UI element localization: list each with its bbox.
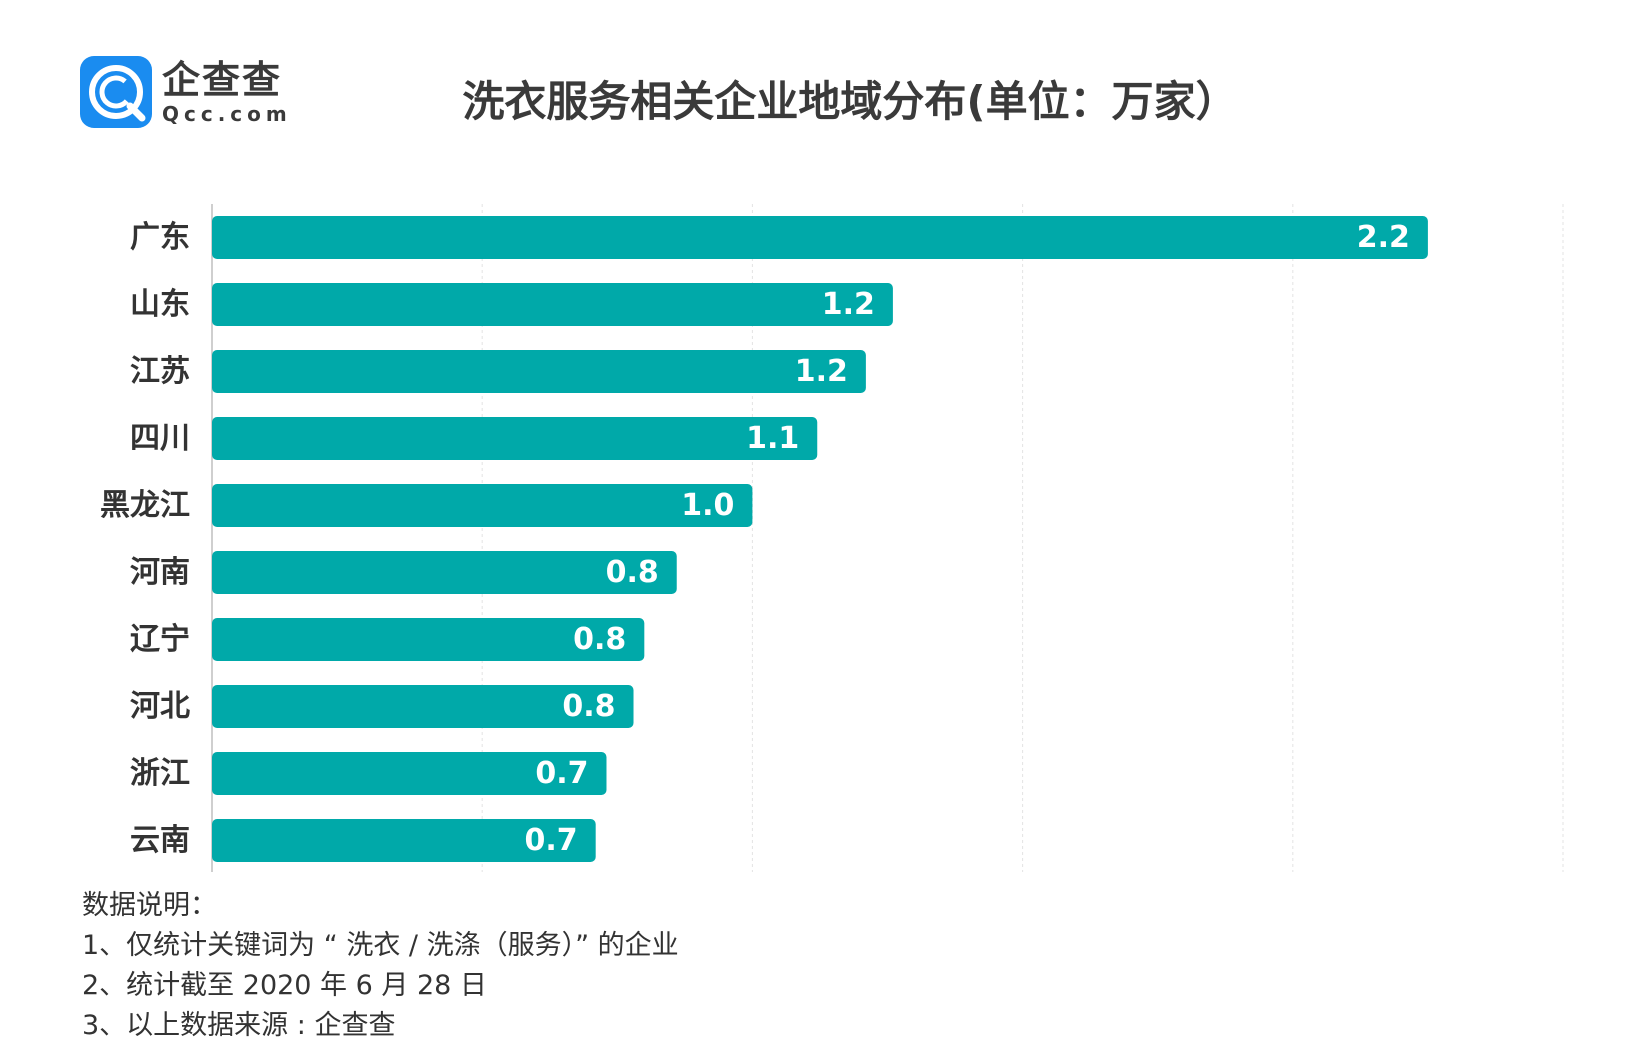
category-label: 河北 (130, 689, 190, 724)
chart-title: 洗衣服务相关企业地域分布(单位：万家） (462, 77, 1238, 126)
category-label: 黑龙江 (100, 488, 190, 523)
bar (212, 551, 677, 594)
logo-name: 企查查 (162, 58, 283, 102)
data-label: 0.8 (573, 622, 626, 657)
data-label: 1.2 (822, 287, 875, 322)
notes-heading: 数据说明： (82, 890, 217, 921)
bar (212, 685, 634, 728)
bar (212, 752, 607, 795)
category-label: 浙江 (130, 756, 190, 791)
bar (212, 216, 1428, 259)
category-label: 辽宁 (130, 622, 190, 657)
category-label: 江苏 (130, 354, 190, 389)
category-label: 山东 (130, 287, 190, 322)
bar (212, 283, 893, 326)
notes-line-3: 3、以上数据来源 : 企查查 (82, 1010, 396, 1041)
brand-logo: 企查查 Qcc.com (80, 56, 292, 128)
notes-line-1: 1、仅统计关键词为 “ 洗衣 / 洗涤（服务）” 的企业 (82, 930, 679, 961)
qcc-logo-icon (80, 56, 152, 128)
category-label: 云南 (130, 823, 190, 858)
bar (212, 618, 645, 661)
data-notes: 数据说明： 1、仅统计关键词为 “ 洗衣 / 洗涤（服务）” 的企业 2、统计截… (82, 886, 679, 1046)
notes-line-2: 2、统计截至 2020 年 6 月 28 日 (82, 970, 487, 1001)
data-label: 1.0 (681, 488, 734, 523)
category-label: 河南 (130, 555, 190, 590)
category-label: 广东 (130, 220, 190, 255)
bar (212, 417, 818, 460)
data-label: 2.2 (1357, 220, 1410, 255)
data-label: 0.8 (562, 689, 615, 724)
data-label: 1.1 (746, 421, 799, 456)
bar (212, 819, 596, 862)
data-label: 0.7 (535, 756, 588, 791)
category-label: 四川 (130, 421, 190, 456)
data-label: 1.2 (795, 354, 848, 389)
data-label: 0.7 (525, 823, 578, 858)
logo-domain: Qcc.com (162, 102, 292, 126)
bar (212, 350, 866, 393)
bar (212, 484, 753, 527)
data-label: 0.8 (606, 555, 659, 590)
